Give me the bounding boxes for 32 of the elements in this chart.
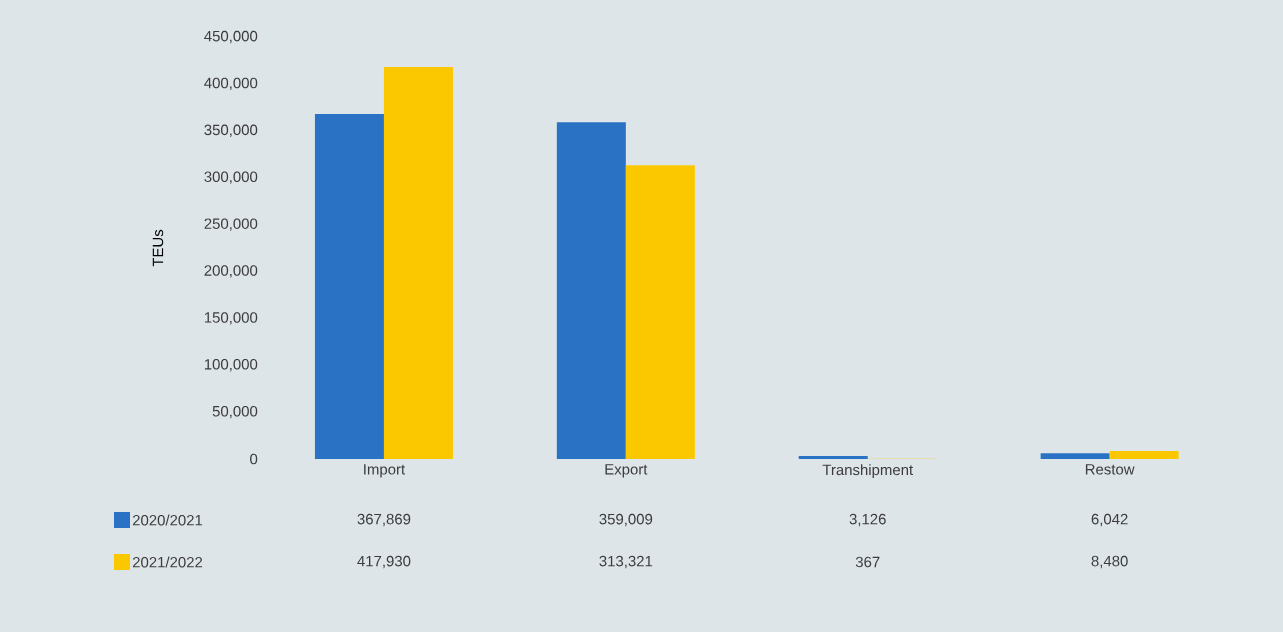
y-tick-label: 150,000	[204, 312, 258, 325]
data-label: 367	[855, 556, 880, 568]
data-label: 417,930	[357, 555, 411, 569]
data-label: 6,042	[1091, 513, 1128, 527]
x-tick-label: Import	[364, 464, 406, 478]
bar	[1040, 453, 1110, 459]
data-label: 3,126	[849, 513, 886, 527]
y-tick-label: 400,000	[204, 77, 258, 91]
x-tick-label: Export	[605, 464, 648, 478]
bar	[1109, 451, 1179, 459]
y-tick-label: 50,000	[212, 405, 258, 419]
data-label: 313,321	[599, 555, 653, 569]
bar	[798, 456, 868, 459]
data-label: 359,009	[599, 513, 653, 527]
y-tick-label: 250,000	[204, 218, 258, 231]
bar	[383, 67, 453, 459]
data-label: 367,869	[357, 513, 411, 527]
bar	[556, 122, 626, 459]
y-tick-label: 450,000	[204, 30, 258, 44]
y-tick-label: 200,000	[204, 265, 258, 278]
legend-label: 2020/2021	[132, 514, 203, 526]
y-tick-label: 300,000	[204, 171, 258, 184]
y-tick-label: 0	[250, 453, 258, 465]
y-tick-label: 350,000	[204, 124, 258, 137]
y-tick-label: 100,000	[204, 359, 258, 372]
legend-label: 2021/2022	[132, 556, 203, 568]
bar	[314, 114, 384, 459]
y-axis-title: TEUs	[152, 229, 164, 267]
x-tick-label: Restow	[1085, 464, 1135, 475]
x-tick-label: Transhipment	[822, 464, 914, 479]
data-label: 8,480	[1091, 555, 1128, 569]
bar	[625, 165, 695, 459]
